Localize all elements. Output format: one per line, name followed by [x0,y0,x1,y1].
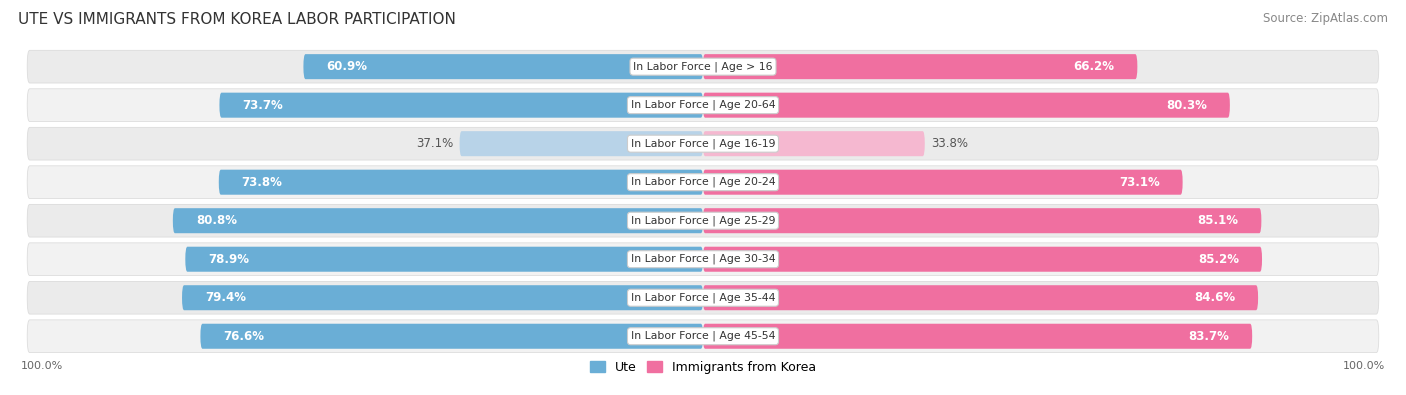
Text: 60.9%: 60.9% [326,60,367,73]
FancyBboxPatch shape [181,285,703,310]
FancyBboxPatch shape [703,324,1253,349]
Text: In Labor Force | Age > 16: In Labor Force | Age > 16 [633,61,773,72]
Text: UTE VS IMMIGRANTS FROM KOREA LABOR PARTICIPATION: UTE VS IMMIGRANTS FROM KOREA LABOR PARTI… [18,12,456,27]
Text: In Labor Force | Age 20-24: In Labor Force | Age 20-24 [631,177,775,188]
Text: 73.8%: 73.8% [242,176,283,189]
FancyBboxPatch shape [703,131,925,156]
FancyBboxPatch shape [27,89,1379,122]
Text: 80.8%: 80.8% [195,214,236,227]
Text: 78.9%: 78.9% [208,253,249,266]
FancyBboxPatch shape [27,50,1379,83]
Text: 100.0%: 100.0% [21,361,63,371]
FancyBboxPatch shape [27,127,1379,160]
FancyBboxPatch shape [703,170,1182,195]
FancyBboxPatch shape [703,285,1258,310]
Text: 66.2%: 66.2% [1073,60,1115,73]
FancyBboxPatch shape [703,208,1261,233]
Text: In Labor Force | Age 30-34: In Labor Force | Age 30-34 [631,254,775,265]
Text: In Labor Force | Age 16-19: In Labor Force | Age 16-19 [631,138,775,149]
Text: 80.3%: 80.3% [1166,99,1206,112]
Text: 83.7%: 83.7% [1188,330,1229,343]
Text: In Labor Force | Age 35-44: In Labor Force | Age 35-44 [631,292,775,303]
Text: 85.2%: 85.2% [1198,253,1239,266]
Text: In Labor Force | Age 25-29: In Labor Force | Age 25-29 [631,215,775,226]
Text: 85.1%: 85.1% [1198,214,1239,227]
FancyBboxPatch shape [27,166,1379,199]
FancyBboxPatch shape [304,54,703,79]
Text: 100.0%: 100.0% [1343,361,1385,371]
FancyBboxPatch shape [703,247,1263,272]
FancyBboxPatch shape [201,324,703,349]
FancyBboxPatch shape [219,93,703,118]
Text: 79.4%: 79.4% [205,291,246,304]
Text: 73.1%: 73.1% [1119,176,1160,189]
Text: 84.6%: 84.6% [1194,291,1234,304]
FancyBboxPatch shape [27,281,1379,314]
Text: 73.7%: 73.7% [242,99,283,112]
FancyBboxPatch shape [703,93,1230,118]
Text: Source: ZipAtlas.com: Source: ZipAtlas.com [1263,12,1388,25]
FancyBboxPatch shape [460,131,703,156]
Text: 76.6%: 76.6% [224,330,264,343]
FancyBboxPatch shape [186,247,703,272]
FancyBboxPatch shape [27,204,1379,237]
Text: In Labor Force | Age 20-64: In Labor Force | Age 20-64 [631,100,775,111]
FancyBboxPatch shape [27,243,1379,276]
Text: 37.1%: 37.1% [416,137,453,150]
FancyBboxPatch shape [219,170,703,195]
FancyBboxPatch shape [27,320,1379,353]
Text: 33.8%: 33.8% [931,137,969,150]
Text: In Labor Force | Age 45-54: In Labor Force | Age 45-54 [631,331,775,342]
FancyBboxPatch shape [173,208,703,233]
FancyBboxPatch shape [703,54,1137,79]
Legend: Ute, Immigrants from Korea: Ute, Immigrants from Korea [591,361,815,374]
